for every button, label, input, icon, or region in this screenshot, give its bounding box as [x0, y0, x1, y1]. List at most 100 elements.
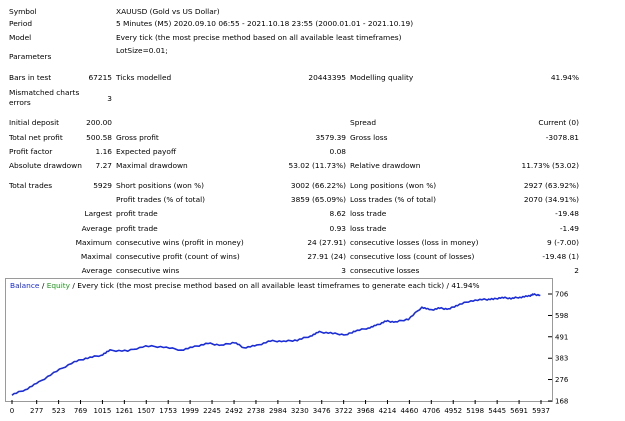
maxdd-value: 53.02 (11.73%) [288, 161, 346, 170]
largest-loss-label: loss trade [350, 209, 387, 218]
maximal-profit-label: consecutive profit (count of wins) [116, 252, 240, 261]
x-tick-label: 769 [74, 407, 87, 415]
maxdd-label: Maximal drawdown [116, 161, 188, 170]
x-tick-label: 4706 [422, 407, 440, 415]
average2-wins-label: consecutive wins [116, 266, 180, 275]
x-tick-label: 0 [10, 407, 14, 415]
long-value: 2927 (63.92%) [523, 181, 579, 190]
absdd-value: 7.27 [95, 161, 112, 170]
pfactor-value: 1.16 [95, 147, 112, 156]
deposit-value: 200.00 [86, 118, 112, 127]
average-loss-label: loss trade [350, 224, 387, 233]
maximum-label: Maximum [75, 238, 112, 247]
legend-balance: Balance [10, 281, 40, 290]
average2-losses-value: 2 [574, 266, 579, 275]
x-tick-label: 1753 [159, 407, 177, 415]
x-tick-label: 3722 [335, 407, 353, 415]
x-tick-label: 3476 [313, 407, 331, 415]
x-tick-label: 2984 [269, 407, 287, 415]
netprofit-value: 500.58 [86, 133, 112, 142]
x-tick-label: 1507 [137, 407, 155, 415]
trades-value: 5929 [93, 181, 112, 190]
grossloss-value: -3078.81 [545, 133, 579, 142]
x-tick-label: 5445 [488, 407, 506, 415]
maximal-loss-value: -19.48 (1) [542, 252, 579, 261]
average-label: Average [81, 224, 112, 233]
maximum-wins-label: consecutive wins (profit in money) [116, 238, 244, 247]
model-label: Model [9, 33, 32, 42]
y-tick-label: 276 [555, 376, 569, 384]
bars-label: Bars in test [9, 73, 52, 82]
y-tick-label: 706 [555, 291, 569, 299]
grossprofit-value: 3579.39 [315, 133, 346, 142]
x-tick-label: 5198 [466, 407, 484, 415]
spread-label: Spread [350, 118, 377, 127]
balance-graph-frame [5, 278, 553, 402]
losstrades-label: Loss trades (% of total) [350, 195, 436, 204]
maximum-losses-label: consecutive losses (loss in money) [350, 238, 479, 247]
y-tick-label: 383 [555, 355, 568, 363]
y-tick-label: 168 [555, 398, 568, 406]
grossloss-label: Gross loss [350, 133, 388, 142]
largest-label: Largest [84, 209, 112, 218]
x-tick-label: 1015 [94, 407, 112, 415]
maximum-losses-value: 9 (-7.00) [547, 238, 579, 247]
profittrades-label: Profit trades (% of total) [116, 195, 206, 204]
x-tick-label: 3230 [291, 407, 309, 415]
x-tick-label: 5937 [532, 407, 550, 415]
x-tick-label: 3968 [357, 407, 375, 415]
ticks-label: Ticks modelled [116, 73, 172, 82]
mismatched-value: 3 [107, 94, 112, 103]
bars-value: 67215 [88, 73, 112, 82]
deposit-label: Initial deposit [9, 118, 60, 127]
mismatched-label: Mismatched charts errors [9, 88, 80, 107]
average2-label: Average [81, 266, 112, 275]
x-tick-label: 4214 [379, 407, 397, 415]
maximal-label: Maximal [80, 252, 112, 261]
x-tick-label: 523 [52, 407, 65, 415]
model-value: Every tick (the most precise method base… [116, 33, 402, 42]
largest-profit-value: 8.62 [329, 209, 346, 218]
x-tick-label: 4952 [444, 407, 462, 415]
period-label: Period [9, 19, 33, 28]
x-tick-label: 4460 [400, 407, 418, 415]
largest-loss-value: -19.48 [555, 209, 579, 218]
graph-legend: Balance / Equity / Every tick (the most … [10, 281, 480, 290]
payoff-value: 0.08 [329, 147, 346, 156]
quality-value: 41.94% [550, 73, 579, 82]
short-value: 3002 (66.22%) [290, 181, 346, 190]
trades-label: Total trades [9, 181, 53, 190]
x-tick-label: 1999 [181, 407, 199, 415]
legend-equity: Equity [46, 281, 71, 290]
symbol-label: Symbol [9, 7, 37, 16]
parameters-value: LotSize=0.01; [116, 46, 168, 55]
x-tick-label: 2245 [203, 407, 221, 415]
average2-losses-label: consecutive losses [350, 266, 420, 275]
netprofit-label: Total net profit [9, 133, 63, 142]
reldd-label: Relative drawdown [350, 161, 421, 170]
largest-profit-label: profit trade [116, 209, 158, 218]
x-tick-label: 2492 [225, 407, 243, 415]
pfactor-label: Profit factor [9, 147, 53, 156]
grossprofit-label: Gross profit [116, 133, 159, 142]
symbol-value: XAUUSD (Gold vs US Dollar) [116, 7, 220, 16]
profittrades-value: 3859 (65.09%) [290, 195, 346, 204]
payoff-label: Expected payoff [116, 147, 177, 156]
short-label: Short positions (won %) [116, 181, 205, 190]
average-profit-value: 0.93 [329, 224, 346, 233]
parameters-label: Parameters [9, 52, 52, 61]
x-tick-label: 2738 [247, 407, 265, 415]
y-tick-label: 491 [555, 333, 568, 341]
average2-wins-value: 3 [341, 266, 346, 275]
y-tick-label: 598 [555, 312, 568, 320]
legend-description: / Every tick (the most precise method ba… [70, 281, 480, 290]
balance-line [11, 293, 541, 396]
long-label: Long positions (won %) [350, 181, 437, 190]
ticks-value: 20443395 [308, 73, 346, 82]
x-tick-label: 1261 [115, 407, 133, 415]
legend-separator: / [39, 281, 47, 290]
reldd-value: 11.73% (53.02) [521, 161, 579, 170]
x-tick-label: 5691 [510, 407, 528, 415]
average-loss-value: -1.49 [559, 224, 579, 233]
